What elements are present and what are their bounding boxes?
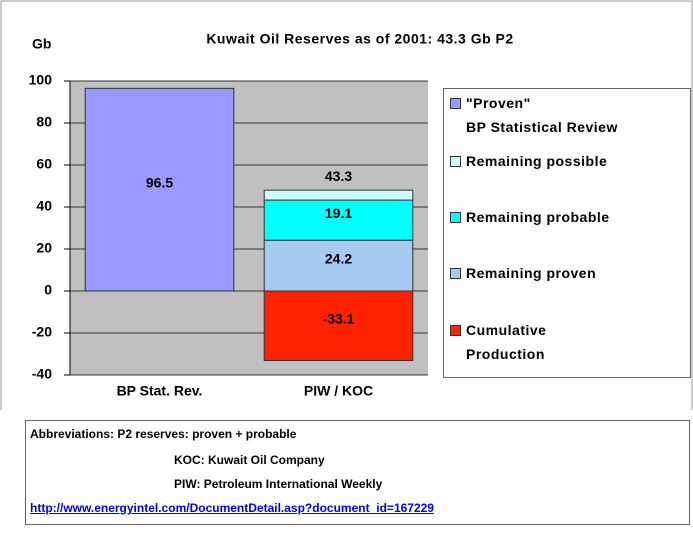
legend-label: Remaining possible — [466, 153, 608, 169]
legend-swatch — [450, 268, 461, 279]
bar-segment — [263, 239, 414, 292]
annotation: 43.3 — [325, 168, 352, 184]
legend-entry: Remaining possible — [450, 149, 607, 173]
y-tick-label: 40 — [36, 198, 52, 214]
legend-swatch — [450, 325, 461, 336]
note-line: PIW: Petroleum International Weekly — [174, 477, 383, 491]
bar-segment — [263, 189, 414, 201]
value-label: 19.1 — [325, 205, 352, 221]
y-tick-label: 60 — [36, 156, 52, 172]
x-tick-label: PIW / KOC — [304, 383, 373, 399]
legend-label: Cumulative Production — [466, 322, 547, 362]
source-link[interactable]: http://www.energyintel.com/DocumentDetai… — [30, 501, 434, 515]
y-tick-label: 80 — [36, 114, 52, 130]
legend-entry: Remaining probable — [450, 205, 610, 229]
y-tick-label: 20 — [36, 240, 52, 256]
chart-title: Kuwait Oil Reserves as of 2001: 43.3 Gb … — [206, 31, 513, 47]
legend-swatch — [450, 156, 461, 167]
x-tick-label: BP Stat. Rev. — [117, 383, 203, 399]
note-line: KOC: Kuwait Oil Company — [174, 453, 325, 467]
legend-label: Remaining proven — [466, 265, 597, 281]
legend-swatch — [450, 212, 461, 223]
legend: "Proven" BP Statistical Review Remaining … — [443, 88, 691, 378]
legend-entry: Cumulative Production — [450, 318, 546, 366]
value-label: -33.1 — [323, 310, 355, 326]
legend-label: "Proven" BP Statistical Review — [466, 95, 618, 135]
bar-segment — [263, 290, 414, 362]
value-label: 24.2 — [325, 250, 352, 266]
y-tick-label: -20 — [32, 324, 52, 340]
y-tick-label: 0 — [44, 282, 52, 298]
note-line: Abbreviations: P2 reserves: proven + pro… — [30, 427, 297, 441]
legend-swatch — [450, 98, 461, 109]
y-tick-label: 100 — [29, 72, 53, 88]
y-axis-label: Gb — [32, 36, 51, 52]
legend-entry: "Proven" BP Statistical Review — [450, 91, 618, 139]
bar-segment — [84, 87, 235, 292]
y-tick-label: -40 — [32, 366, 52, 382]
chart: Gb Kuwait Oil Reserves as of 2001: 43.3 … — [0, 0, 693, 410]
legend-label: Remaining probable — [466, 209, 610, 225]
legend-entry: Remaining proven — [450, 261, 596, 285]
notes-box: Abbreviations: P2 reserves: proven + pro… — [25, 420, 690, 525]
frame — [0, 0, 693, 410]
bar-segment — [263, 199, 414, 241]
value-label: 96.5 — [146, 174, 173, 190]
